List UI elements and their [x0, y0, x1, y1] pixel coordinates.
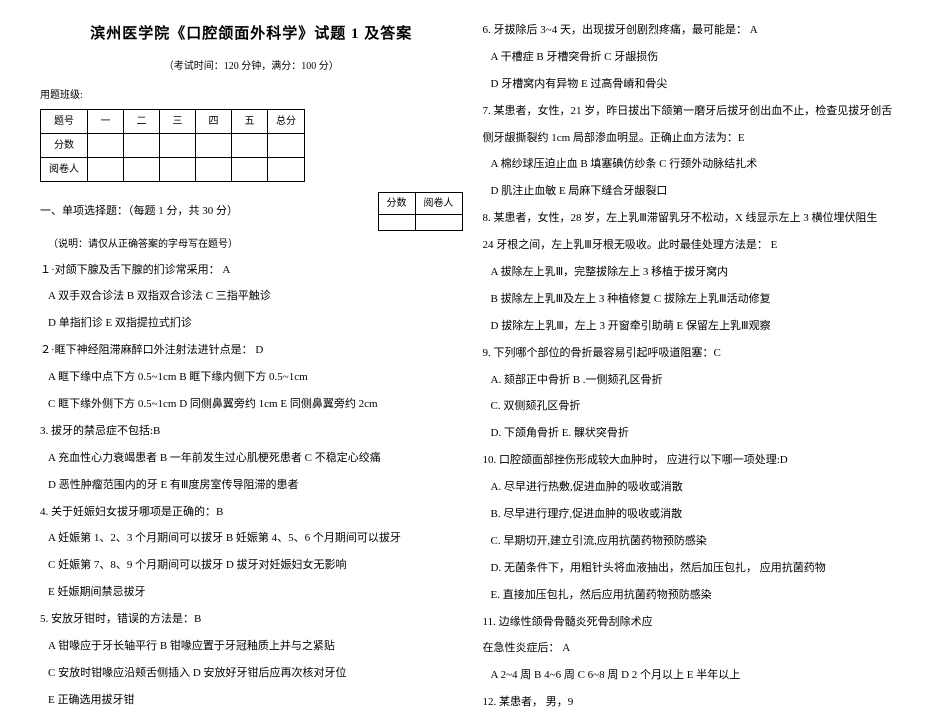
cell: [196, 133, 232, 157]
cell: 阅卷人: [415, 192, 462, 214]
cell: [268, 157, 305, 181]
q11-cont: 在急性炎症后： A: [483, 638, 906, 659]
q5: 5. 安放牙钳时，错误的方法是：B: [40, 609, 463, 630]
q5-opts-c: E 正确选用拔牙钳: [40, 690, 463, 711]
cell: [160, 133, 196, 157]
score-table: 题号 一 二 三 四 五 总分 分数 阅卷人: [40, 109, 305, 182]
q1: １·对颌下腺及舌下腺的扪诊常采用： A: [40, 260, 463, 281]
score-row-reviewer: 阅卷人: [41, 157, 305, 181]
q8-opts-b: B 拔除左上乳Ⅲ及左上 3 种植修复 C 拔除左上乳Ⅲ活动修复: [483, 289, 906, 310]
q4-opts-c: E 妊娠期间禁忌拔牙: [40, 582, 463, 603]
score-row-header: 题号 一 二 三 四 五 总分: [41, 109, 305, 133]
cell: 四: [196, 109, 232, 133]
left-column: 滨州医学院《口腔颌面外科学》试题 1 及答案 （考试时间：120 分钟，满分：1…: [30, 20, 473, 679]
q6-opts-b: D 牙槽窝内有异物 E 过高骨嵴和骨尖: [483, 74, 906, 95]
q10-opts-e: E. 直接加压包扎，然后应用抗菌药物预防感染: [483, 585, 906, 606]
cell: [232, 157, 268, 181]
right-column: 6. 牙拔除后 3~4 天，出现拔牙创剧烈疼痛，最可能是： A A 干槽症 B …: [473, 20, 916, 679]
q2: ２·眶下神经阻滞麻醉口外注射法进针点是： D: [40, 340, 463, 361]
cell: [196, 157, 232, 181]
cell: [160, 157, 196, 181]
cell: 分数: [41, 133, 88, 157]
q3: 3. 拔牙的禁忌症不包括:B: [40, 421, 463, 442]
q7-opts-a: A 棉纱球压迫止血 B 填塞碘仿纱条 C 行颈外动脉结扎术: [483, 154, 906, 175]
cell: 分数: [378, 192, 415, 214]
cell: [124, 157, 160, 181]
q6: 6. 牙拔除后 3~4 天，出现拔牙创剧烈疼痛，最可能是： A: [483, 20, 906, 41]
exam-title: 滨州医学院《口腔颌面外科学》试题 1 及答案: [40, 20, 463, 49]
q8: 8. 某患者，女性，28 岁，左上乳Ⅲ滞留乳牙不松动，X 线显示左上 3 横位埋…: [483, 208, 906, 229]
score-row-score: 分数: [41, 133, 305, 157]
cell: [124, 133, 160, 157]
q9-opts-c: D. 下颌角骨折 E. 髁状突骨折: [483, 423, 906, 444]
cell: 二: [124, 109, 160, 133]
q4: 4. 关于妊娠妇女拔牙哪项是正确的：B: [40, 502, 463, 523]
q3-opts-a: A 充血性心力衰竭患者 B 一年前发生过心肌梗死患者 C 不稳定心绞痛: [40, 448, 463, 469]
q1-opts-2: D 单指扪诊 E 双指提拉式扪诊: [40, 313, 463, 334]
cell: [88, 157, 124, 181]
cell: 题号: [41, 109, 88, 133]
q10-opts-c: C. 早期切开,建立引流,应用抗菌药物预防感染: [483, 531, 906, 552]
cell: 一: [88, 109, 124, 133]
q1-opts-1: A 双手双合诊法 B 双指双合诊法 C 三指平触诊: [40, 286, 463, 307]
q10-opts-d: D. 无菌条件下，用粗针头将血液抽出，然后加压包扎， 应用抗菌药物: [483, 558, 906, 579]
q8-opts-c: D 拔除左上乳Ⅲ，左上 3 开窗牵引助萌 E 保留左上乳Ⅲ观察: [483, 316, 906, 337]
section-1-header: 一、单项选择题：（每题 1 分，共 30 分） 分数 阅卷人: [40, 192, 463, 231]
q11: 11. 边缘性颌骨骨髓炎死骨刮除术应: [483, 612, 906, 633]
cell: 阅卷人: [41, 157, 88, 181]
section-note: （说明：请仅从正确答案的字母写在题号）: [40, 235, 463, 254]
mini-score-table: 分数 阅卷人: [378, 192, 463, 231]
q8-cont: 24 牙根之间，左上乳Ⅲ牙根无吸收。此时最佳处理方法是： E: [483, 235, 906, 256]
q4-opts-b: C 妊娠第 7、8、9 个月期间可以拔牙 D 拔牙对妊娠妇女无影响: [40, 555, 463, 576]
q6-opts-a: A 干槽症 B 牙槽突骨折 C 牙龈损伤: [483, 47, 906, 68]
exam-subtitle: （考试时间：120 分钟，满分：100 分）: [40, 57, 463, 76]
q10: 10. 口腔颌面部挫伤形成较大血肿时， 应进行以下哪一项处理:D: [483, 450, 906, 471]
cell: [88, 133, 124, 157]
cell: [415, 214, 462, 230]
cell: [378, 214, 415, 230]
q12: 12. 某患者， 男，9: [483, 692, 906, 713]
class-label: 用题班级:: [40, 86, 463, 105]
cell: 五: [232, 109, 268, 133]
q8-opts-a: A 拔除左上乳Ⅲ，完整拔除左上 3 移植于拔牙窝内: [483, 262, 906, 283]
q3-opts-b: D 恶性肿瘤范围内的牙 E 有Ⅲ度房室传导阻滞的患者: [40, 475, 463, 496]
q9-opts-a: A. 颏部正中骨折 B .一侧颏孔区骨折: [483, 370, 906, 391]
q7-opts-b: D 肌注止血敏 E 局麻下缝合牙龈裂口: [483, 181, 906, 202]
cell: [268, 133, 305, 157]
q7-cont: 侧牙龈撕裂约 1cm 局部渗血明显。正确止血方法为：E: [483, 128, 906, 149]
q2-opts-a: A 眶下缘中点下方 0.5~1cm B 眶下缘内侧下方 0.5~1cm: [40, 367, 463, 388]
cell: 三: [160, 109, 196, 133]
cell: [232, 133, 268, 157]
section-1-title: 一、单项选择题：（每题 1 分，共 30 分）: [40, 201, 378, 222]
q5-opts-a: A 钳喙应于牙长轴平行 B 钳喙应置于牙冠釉质上并与之紧贴: [40, 636, 463, 657]
q11-opts-a: A 2~4 周 B 4~6 周 C 6~8 周 D 2 个月以上 E 半年以上: [483, 665, 906, 686]
q4-opts-a: A 妊娠第 1、2、3 个月期间可以拔牙 B 妊娠第 4、5、6 个月期间可以拔…: [40, 528, 463, 549]
q2-opts-b: C 眶下缘外侧下方 0.5~1cm D 同侧鼻翼旁约 1cm E 同侧鼻翼旁约 …: [40, 394, 463, 415]
q9-opts-b: C. 双侧颏孔区骨折: [483, 396, 906, 417]
q10-opts-b: B. 尽早进行理疗,促进血肿的吸收或消散: [483, 504, 906, 525]
q9: 9. 下列哪个部位的骨折最容易引起呼吸道阻塞：C: [483, 343, 906, 364]
q10-opts-a: A. 尽早进行热敷,促进血肿的吸收或消散: [483, 477, 906, 498]
q5-opts-b: C 安放时钳喙应沿颊舌侧插入 D 安放好牙钳后应再次核对牙位: [40, 663, 463, 684]
q7: 7. 某患者，女性，21 岁，昨日拔出下颌第一磨牙后拔牙创出血不止，检查见拔牙创…: [483, 101, 906, 122]
cell: 总分: [268, 109, 305, 133]
